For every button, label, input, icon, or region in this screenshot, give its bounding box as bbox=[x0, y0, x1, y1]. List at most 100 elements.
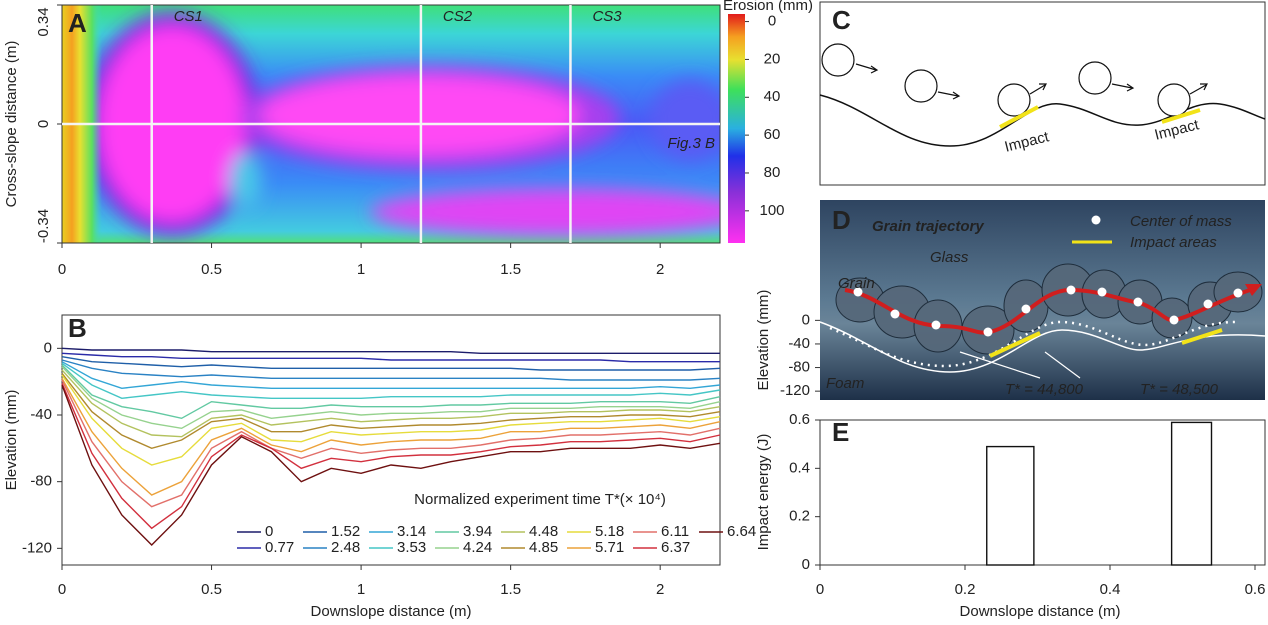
colorbar-tick-label: 80 bbox=[764, 164, 781, 181]
legend-label: 0.77 bbox=[265, 539, 294, 556]
y-tick-label: 0 bbox=[802, 311, 810, 328]
colorbar-tick-label: 40 bbox=[764, 88, 781, 105]
panel-label: E bbox=[832, 417, 849, 447]
series-line bbox=[61, 374, 721, 466]
profile-label: Fig.3 B bbox=[667, 135, 715, 152]
x-tick-label: 0 bbox=[816, 581, 824, 598]
series-line bbox=[61, 383, 721, 530]
foam-label: Foam bbox=[826, 375, 864, 392]
colorbar bbox=[728, 14, 745, 243]
panel-label: D bbox=[832, 205, 851, 235]
series-line bbox=[61, 356, 721, 371]
x-tick-label: 0.4 bbox=[1100, 581, 1121, 598]
y-tick-label: -120 bbox=[22, 539, 52, 556]
series-line bbox=[61, 377, 721, 496]
x-tick-label: 1 bbox=[357, 581, 365, 598]
y-tick-label: 0 bbox=[35, 120, 52, 128]
colorbar-tick-label: 60 bbox=[764, 126, 781, 143]
legend-label: 6.11 bbox=[661, 523, 689, 540]
impact-label: Impact bbox=[1003, 128, 1052, 156]
legend-label: 3.94 bbox=[463, 523, 492, 540]
legend-label: 4.24 bbox=[463, 539, 492, 556]
y-tick-label: -80 bbox=[30, 473, 52, 490]
series-line bbox=[61, 359, 721, 381]
panel-label: C bbox=[832, 5, 851, 35]
series-line bbox=[61, 361, 721, 390]
x-tick-label: 0.5 bbox=[201, 581, 222, 598]
legend-label: 1.52 bbox=[331, 523, 360, 540]
y-axis-title: Cross-slope distance (m) bbox=[3, 41, 20, 208]
series-line bbox=[61, 369, 721, 438]
x-tick-label: 0 bbox=[58, 581, 66, 598]
legend-label: 5.18 bbox=[595, 523, 624, 540]
series-line bbox=[61, 384, 721, 546]
legend-title: Normalized experiment time T*(× 10⁴) bbox=[414, 491, 666, 508]
colorbar-tick-label: 0 bbox=[768, 13, 776, 30]
x-tick-label: 0.2 bbox=[955, 581, 976, 598]
y-axis-title: Elevation (mm) bbox=[3, 390, 20, 491]
y-tick-label: 0.6 bbox=[789, 411, 810, 428]
series-line bbox=[61, 372, 721, 450]
x-tick-label: 1.5 bbox=[500, 261, 521, 278]
y-axis-title: Impact energy (J) bbox=[755, 434, 772, 551]
y-tick-label: 0.34 bbox=[35, 7, 52, 36]
plot-frame bbox=[819, 419, 1266, 566]
y-axis-title: Elevation (mm) bbox=[755, 290, 772, 391]
y-tick-label: 0 bbox=[44, 339, 52, 356]
x-tick-label: 2 bbox=[656, 581, 664, 598]
grain-label: Grain bbox=[838, 275, 875, 292]
time-label: T* = 48,500 bbox=[1140, 381, 1219, 398]
legend-label: 6.37 bbox=[661, 539, 690, 556]
series-line bbox=[61, 366, 721, 430]
panel-label: B bbox=[68, 313, 87, 343]
series-line bbox=[61, 362, 721, 400]
legend-label: 6.64 bbox=[727, 523, 756, 540]
legend-label: Impact areas bbox=[1130, 234, 1217, 251]
legend-label: 0 bbox=[265, 523, 273, 540]
series-line bbox=[61, 379, 721, 508]
bar bbox=[1170, 421, 1213, 566]
series-line bbox=[61, 352, 720, 363]
x-axis-title: Downslope distance (m) bbox=[311, 603, 472, 620]
colorbar-title: Erosion (mm) bbox=[723, 0, 813, 14]
schematic bbox=[819, 1, 1266, 186]
glass-label: Glass bbox=[930, 249, 969, 266]
y-tick-label: 0.4 bbox=[789, 459, 810, 476]
colorbar-tick-label: 20 bbox=[764, 50, 781, 67]
time-label: T* = 44,800 bbox=[1005, 381, 1084, 398]
y-tick-label: 0 bbox=[802, 556, 810, 573]
x-tick-label: 2 bbox=[656, 261, 664, 278]
cross-section-label: CS3 bbox=[592, 8, 622, 25]
photo bbox=[819, 200, 1266, 400]
plot-frame bbox=[61, 314, 721, 566]
x-tick-label: 1 bbox=[357, 261, 365, 278]
cross-section-label: CS1 bbox=[174, 8, 203, 25]
x-tick-label: 0.5 bbox=[201, 261, 222, 278]
cross-section-label: CS2 bbox=[443, 8, 473, 25]
y-tick-label: -0.34 bbox=[35, 209, 52, 243]
legend-label: 3.14 bbox=[397, 523, 426, 540]
y-tick-label: -40 bbox=[30, 406, 52, 423]
y-tick-label: -120 bbox=[780, 382, 810, 399]
x-tick-label: 1.5 bbox=[500, 581, 521, 598]
panel-label: A bbox=[68, 8, 87, 38]
legend-label: 4.48 bbox=[529, 523, 558, 540]
x-axis-title: Downslope distance (m) bbox=[960, 603, 1121, 620]
x-tick-label: 0.6 bbox=[1245, 581, 1266, 598]
y-tick-label: 0.2 bbox=[789, 508, 810, 525]
x-tick-label: 0 bbox=[58, 261, 66, 278]
series-line bbox=[61, 364, 721, 420]
colorbar-tick-label: 100 bbox=[759, 202, 784, 219]
legend-label: 5.71 bbox=[595, 539, 624, 556]
y-tick-label: -80 bbox=[788, 359, 810, 376]
y-tick-label: -40 bbox=[788, 335, 810, 352]
legend-label: Center of mass bbox=[1130, 213, 1232, 230]
legend-label: 3.53 bbox=[397, 539, 426, 556]
trajectory-label: Grain trajectory bbox=[872, 218, 984, 235]
series-line bbox=[61, 347, 720, 354]
legend-label: 2.48 bbox=[331, 539, 360, 556]
heatmap bbox=[62, 5, 720, 243]
bar bbox=[986, 445, 1035, 566]
legend-label: 4.85 bbox=[529, 539, 558, 556]
